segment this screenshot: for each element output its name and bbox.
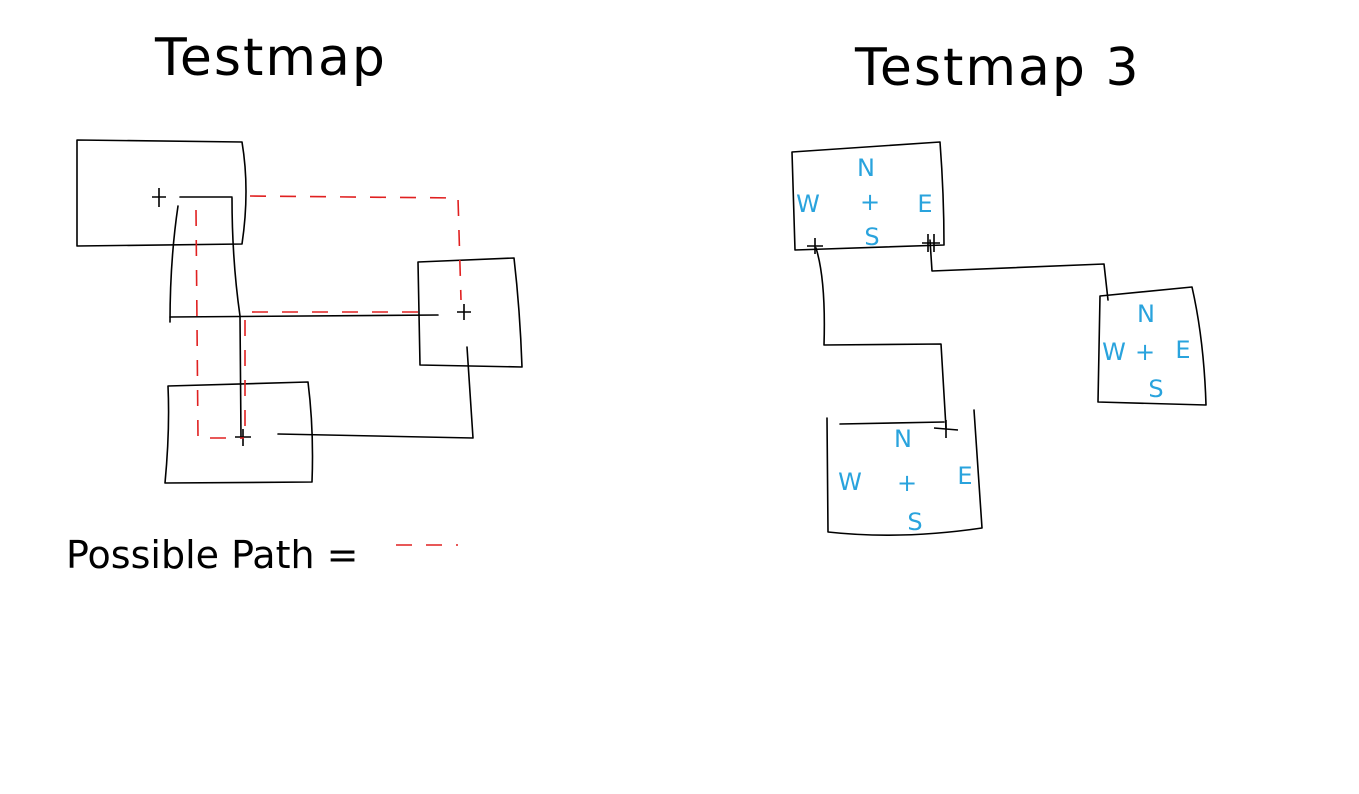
- room-c-outline: [164, 381, 314, 484]
- room-2-north-label: N: [1137, 300, 1155, 328]
- possible-path-route: [249, 195, 462, 301]
- room-1-center-label: +: [860, 188, 880, 216]
- room-2-south-label: S: [1148, 375, 1163, 403]
- room-a-center-marker: [152, 188, 166, 207]
- left-map-title: Testmap: [154, 28, 387, 88]
- room-1-south-label: S: [864, 223, 879, 251]
- room-1-exit-marker-west: [807, 238, 823, 254]
- room-3-west-label: W: [838, 468, 862, 496]
- room-3-outline: [826, 409, 983, 536]
- room-2-east-label: E: [1175, 336, 1190, 364]
- left-map: Testmap Possible Path =: [66, 28, 523, 577]
- room-2-center-label: +: [1135, 338, 1155, 366]
- right-map: Testmap 3 N W + E S N W + E S N W + E S: [791, 38, 1207, 536]
- corridor-a-b: [169, 314, 439, 318]
- corridor-a-c-right: [231, 197, 242, 439]
- room-1-east-label: E: [917, 190, 932, 218]
- room-b-outline: [417, 257, 523, 368]
- room-1-north-label: N: [857, 154, 875, 182]
- room-2-outline: [1097, 286, 1207, 406]
- room-3-center-label: +: [897, 469, 917, 497]
- corridor-c-b: [277, 346, 474, 439]
- room-3-north-label: N: [894, 425, 912, 453]
- legend-label: Possible Path =: [66, 533, 359, 577]
- right-map-title: Testmap 3: [854, 38, 1141, 98]
- room-b-center-marker: [457, 304, 471, 320]
- room-1-west-label: W: [796, 190, 820, 218]
- room-3-top-wall: [839, 421, 945, 425]
- room-3-south-label: S: [907, 508, 922, 536]
- room1-to-room3-connector: [815, 247, 947, 429]
- room-1-outline: [791, 141, 945, 251]
- corridor-a-c-left: [169, 205, 179, 323]
- room-2-west-label: W: [1102, 338, 1126, 366]
- room1-to-room2-connector: [929, 239, 1109, 301]
- room-3-east-label: E: [957, 462, 972, 490]
- room-a-outline: [76, 139, 247, 247]
- room-1-exit-marker-east: [922, 234, 940, 252]
- room-3-exit-marker: [933, 420, 959, 438]
